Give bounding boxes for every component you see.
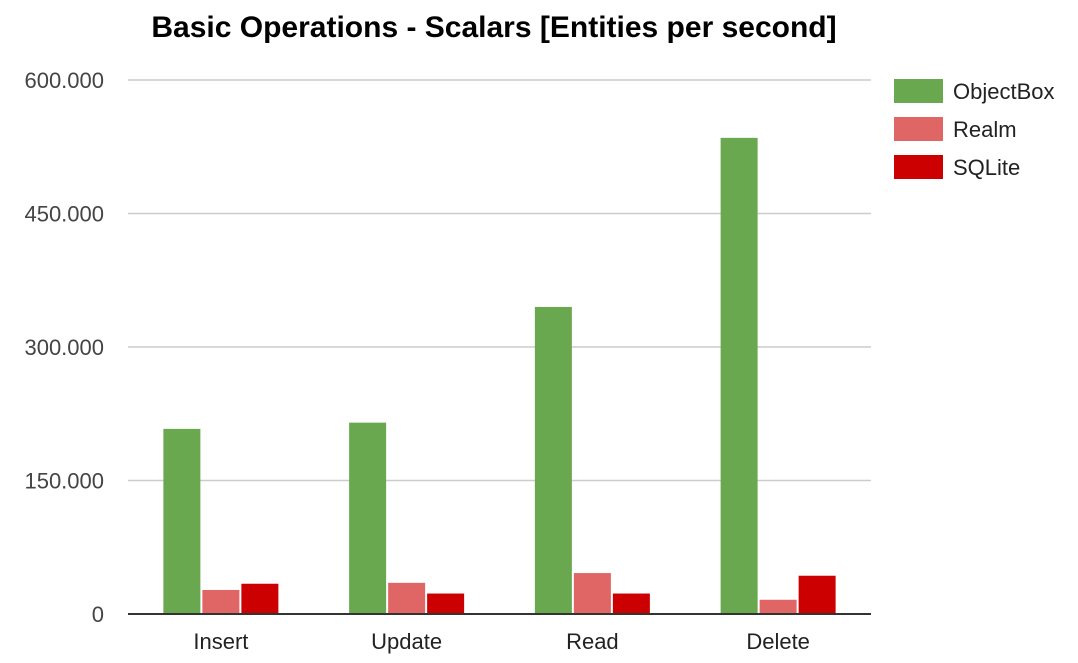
gridlines [128,79,871,482]
bar-realm-update [388,582,426,614]
x-category-label: Delete [746,629,810,654]
bar-objectbox-insert [163,428,201,614]
legend-swatch-objectbox [894,79,943,103]
chart-title: Basic Operations - Scalars [Entities per… [151,11,836,44]
bar-objectbox-read [534,306,572,614]
bar-realm-delete [759,599,797,614]
bars [163,137,836,614]
y-axis-ticks: 0 150.000 300.000 450.000 600.000 [24,68,104,627]
bar-sqlite-update [427,593,465,614]
x-axis-categories: Insert Update Read Delete [193,629,810,654]
bar-realm-read [573,573,611,614]
legend-label-sqlite: SQLite [953,155,1020,180]
x-category-label: Read [566,629,619,654]
bar-sqlite-delete [798,575,836,614]
legend: ObjectBox Realm SQLite [894,79,1055,180]
y-tick-label: 150.000 [24,469,104,494]
legend-swatch-realm [894,117,943,141]
y-tick-label: 600.000 [24,68,104,93]
legend-label-objectbox: ObjectBox [953,79,1055,104]
bar-sqlite-insert [241,583,279,614]
bar-objectbox-delete [720,137,758,614]
y-tick-label: 300.000 [24,335,104,360]
bar-realm-insert [202,589,240,614]
x-category-label: Insert [193,629,248,654]
legend-label-realm: Realm [953,117,1017,142]
bar-sqlite-read [612,593,650,614]
x-category-label: Update [371,629,442,654]
y-tick-label: 0 [92,602,104,627]
bar-objectbox-update [349,422,387,614]
y-tick-label: 450.000 [24,202,104,227]
legend-swatch-sqlite [894,155,943,179]
